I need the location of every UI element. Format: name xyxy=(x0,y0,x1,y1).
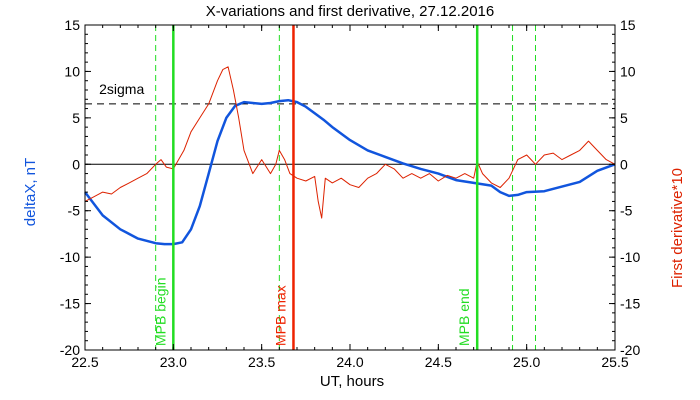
y-axis-label-right: First derivative*10 xyxy=(669,168,686,288)
y-tick-label-left: -5 xyxy=(68,203,81,219)
y-tick-label-right: -5 xyxy=(620,203,633,219)
tick-layer: 22.5 23.0 23.5 24.0 24.5 25.0 25.5 15 10 5 0 -5 -10 -… xyxy=(60,17,641,370)
x-tick-label: 25.5 xyxy=(601,354,628,370)
x-tick-label: 24.5 xyxy=(425,354,452,370)
y-axis-label-left: deltaX, nT xyxy=(22,158,39,226)
x-axis-label: UT, hours xyxy=(320,373,384,390)
marker-label: MPB end xyxy=(456,288,472,346)
y-tick-label-right: 15 xyxy=(620,17,636,33)
x-tick-label: 23.5 xyxy=(248,354,275,370)
y-tick-label-right: -10 xyxy=(620,249,640,265)
x-tick-label: 22.5 xyxy=(71,354,98,370)
marker-label: MPB begin xyxy=(152,278,168,346)
x-tick-label: 25.0 xyxy=(513,354,540,370)
y-tick-label-left: 10 xyxy=(64,63,80,79)
dashed-markers-layer xyxy=(155,25,536,350)
y-tick-label-left: -15 xyxy=(60,296,80,312)
y-tick-label-left: 15 xyxy=(64,17,80,33)
y-tick-label-left: 0 xyxy=(72,156,80,172)
x-tick-label: 24.0 xyxy=(336,354,363,370)
chart-title: X-variations and first derivative, 27.12… xyxy=(206,3,495,20)
y-tick-label-right: -15 xyxy=(620,296,640,312)
y-tick-label-right: 5 xyxy=(620,110,628,126)
y-tick-label-left: 5 xyxy=(72,110,80,126)
series-layer xyxy=(84,66,616,246)
marker-label: MPB max xyxy=(272,285,288,346)
markers-layer: MPB begin MPB max MPB end xyxy=(152,25,479,350)
x-tick-label: 23.0 xyxy=(160,354,187,370)
series-line-deltax xyxy=(84,98,616,246)
threshold-label: 2sigma xyxy=(99,81,144,97)
y-tick-label-left: -10 xyxy=(60,249,80,265)
y-tick-label-right: 0 xyxy=(620,156,628,172)
plot-area: 2sigma MPB begin MPB max MPB end xyxy=(84,24,616,351)
series-line-derivative xyxy=(84,66,616,219)
y-tick-label-left: -20 xyxy=(60,342,80,358)
y-tick-label-right: 10 xyxy=(620,63,636,79)
y-tick-label-right: -20 xyxy=(620,342,640,358)
